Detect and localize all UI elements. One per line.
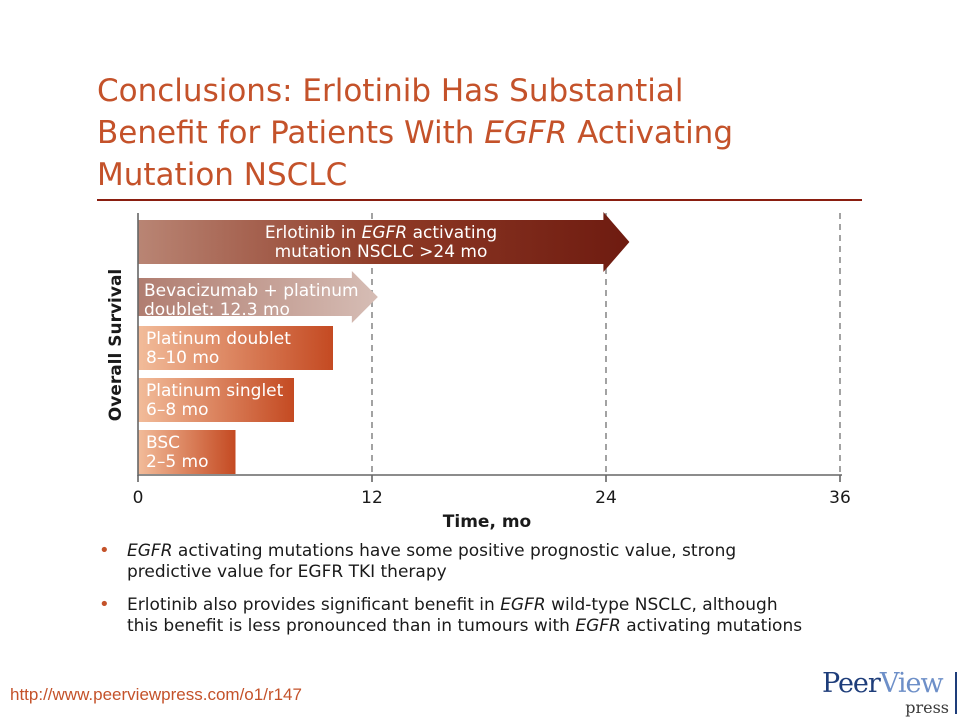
bar-label: 6–8 mo bbox=[146, 400, 209, 420]
title-line-2: Benefit for Patients With EGFR Activatin… bbox=[97, 115, 734, 151]
bullet-item: • Erlotinib also provides significant ben… bbox=[99, 594, 879, 637]
bar-label: mutation NSCLC >24 mo bbox=[275, 242, 488, 262]
survival-bar bbox=[138, 378, 294, 422]
bar-label: Platinum singlet bbox=[146, 381, 284, 401]
title-line-1: Conclusions: Erlotinib Has Substantial bbox=[97, 73, 684, 109]
source-url[interactable]: http://www.peerviewpress.com/o1/r147 bbox=[10, 685, 302, 704]
bullet-item: • EGFR activating mutations have some pos… bbox=[99, 540, 879, 583]
x-tick-label: 0 bbox=[133, 488, 144, 508]
peerview-logo: PeerView press bbox=[822, 668, 957, 718]
bar-label: 8–10 mo bbox=[146, 348, 219, 368]
bar-label: 2–5 mo bbox=[146, 452, 209, 472]
bar-label: Erlotinib in EGFR activating bbox=[265, 223, 497, 243]
x-axis-label: Time, mo bbox=[443, 512, 531, 532]
bullet-line: Erlotinib also provides significant bene… bbox=[127, 595, 778, 615]
survival-bar bbox=[138, 212, 630, 272]
bar-label: BSC bbox=[146, 433, 180, 453]
x-tick-label: 36 bbox=[829, 488, 851, 508]
bullet-dot: • bbox=[99, 540, 110, 561]
bullet-dot: • bbox=[99, 594, 110, 615]
bullet-line: predictive value for EGFR TKI therapy bbox=[127, 562, 447, 582]
slide-title: Conclusions: Erlotinib Has Substantial B… bbox=[97, 70, 897, 196]
bar-label: Platinum doublet bbox=[146, 329, 291, 349]
bullet-line: EGFR activating mutations have some posi… bbox=[127, 541, 737, 561]
bar-label: doublet: 12.3 mo bbox=[144, 300, 290, 320]
x-tick-label: 12 bbox=[361, 488, 383, 508]
survival-bar bbox=[138, 326, 333, 370]
y-axis-label: Overall Survival bbox=[106, 269, 126, 422]
title-divider bbox=[97, 199, 862, 201]
survival-bar bbox=[138, 430, 236, 474]
title-line-3: Mutation NSCLC bbox=[97, 157, 348, 193]
bullet-list: • EGFR activating mutations have some pos… bbox=[99, 540, 879, 649]
x-tick-label: 24 bbox=[595, 488, 617, 508]
bullet-line: this benefit is less pronounced than in … bbox=[127, 616, 803, 636]
survival-bar bbox=[138, 271, 378, 323]
bar-label: Bevacizumab + platinum bbox=[144, 281, 359, 301]
